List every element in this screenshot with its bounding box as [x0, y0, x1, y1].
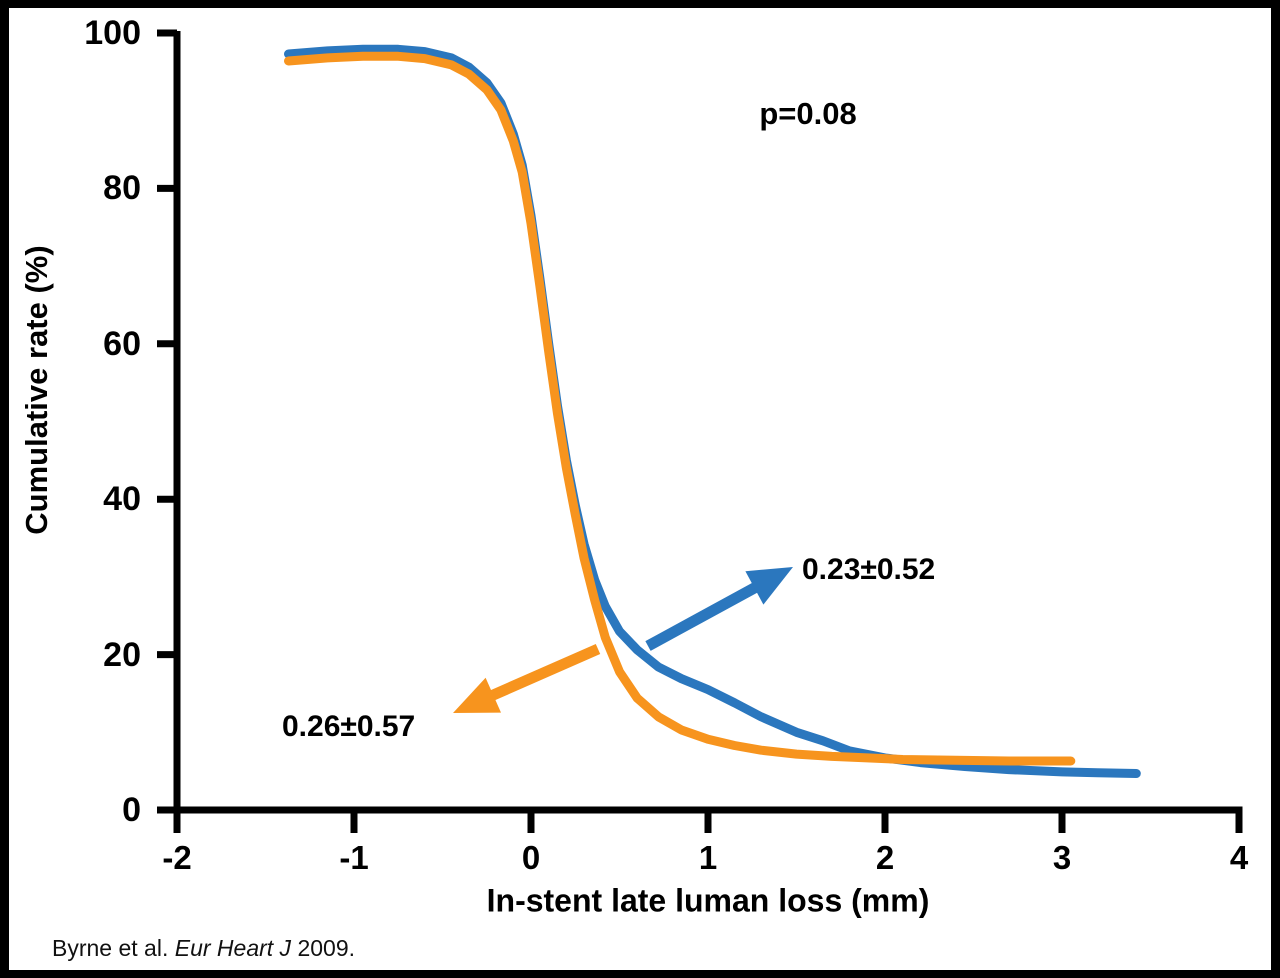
annotation-arrows	[453, 567, 793, 713]
blue-curve-mean-label: 0.23±0.52	[802, 553, 936, 586]
blue-curve-line	[284, 44, 1141, 778]
curves	[284, 44, 1141, 778]
axes	[173, 31, 1243, 814]
blue-arrow-head	[745, 567, 793, 605]
y-tick-label-20: 20	[103, 635, 141, 674]
x-tick-label-3: 3	[1052, 839, 1072, 876]
orange-curve-line	[284, 51, 1076, 766]
x-tick-label-1: 1	[698, 839, 718, 876]
x-tick-label--1: -1	[339, 839, 369, 876]
citation-journal: Eur Heart J	[174, 935, 292, 961]
citation: Byrne et al. Eur Heart J 2009.	[52, 935, 355, 962]
y-axis-title: Cumulative rate (%)	[19, 245, 54, 535]
x-tick-label-4: 4	[1229, 839, 1249, 876]
orange-arrow-shaft	[488, 643, 601, 702]
y-tick-label-80: 80	[103, 169, 141, 208]
p-value-label: p=0.08	[759, 96, 857, 131]
orange-curve-mean-label: 0.26±0.57	[282, 710, 416, 743]
y-tick-label-40: 40	[103, 480, 141, 519]
orange-arrow-head	[453, 677, 501, 713]
citation-prefix: Byrne et al.	[52, 935, 175, 961]
x-tick-label-2: 2	[875, 839, 895, 876]
x-axis-title: In-stent late luman loss (mm)	[486, 882, 930, 919]
x-tick-label--2: -2	[162, 839, 192, 876]
y-tick-label-60: 60	[103, 324, 141, 363]
citation-suffix: 2009.	[291, 935, 356, 961]
x-tick-label-0: 0	[521, 839, 541, 876]
blue-arrow-shaft	[645, 581, 761, 651]
axis-ticks	[157, 29, 1243, 833]
y-tick-label-100: 100	[84, 14, 141, 52]
y-tick-label-0: 0	[122, 791, 141, 829]
